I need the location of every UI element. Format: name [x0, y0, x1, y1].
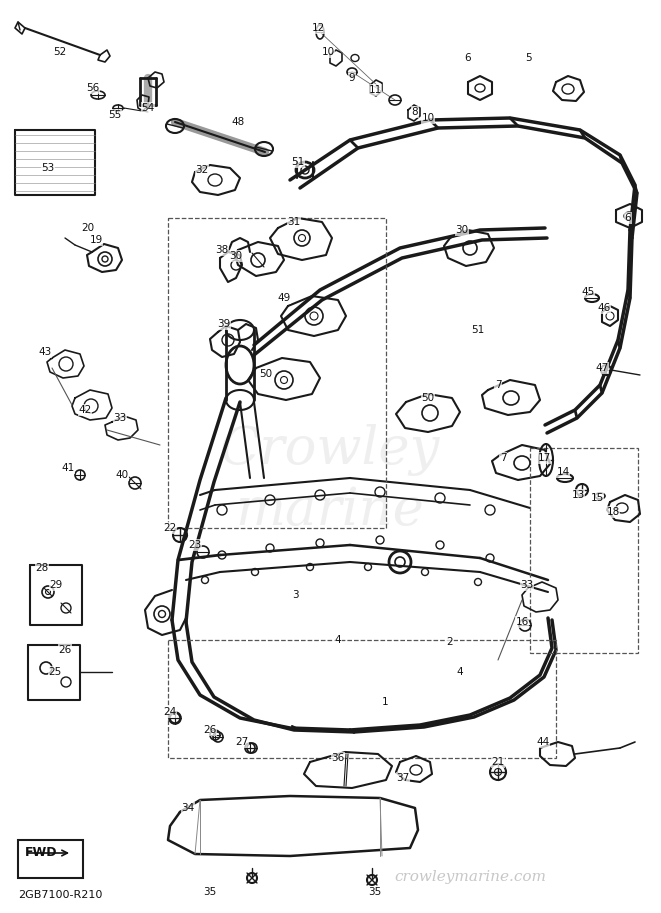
Text: 53: 53 [42, 163, 55, 173]
Text: 30: 30 [229, 251, 243, 261]
Text: 34: 34 [181, 803, 194, 813]
Text: 17: 17 [537, 453, 551, 463]
Bar [168, 218, 386, 528]
Text: 38: 38 [215, 245, 229, 255]
Text: 55: 55 [108, 110, 122, 120]
Text: 5: 5 [525, 53, 531, 63]
Text: 25: 25 [48, 667, 61, 677]
Text: 3: 3 [292, 590, 298, 600]
Text: 16: 16 [516, 617, 529, 627]
Text: 56: 56 [87, 83, 100, 93]
Text: 39: 39 [217, 319, 231, 329]
Text: 50: 50 [422, 393, 434, 403]
Bar [530, 448, 638, 653]
Text: 2: 2 [447, 637, 453, 647]
Text: 47: 47 [596, 363, 609, 373]
Text: 14: 14 [557, 467, 570, 477]
Text: 6: 6 [465, 53, 471, 63]
Text: 20: 20 [81, 223, 95, 233]
Text: 22: 22 [163, 523, 176, 533]
Text: 19: 19 [89, 235, 102, 245]
Text: 36: 36 [331, 753, 344, 763]
Text: 41: 41 [61, 463, 75, 473]
Text: 45: 45 [582, 287, 595, 297]
Text: 10: 10 [321, 47, 334, 57]
Text: 6: 6 [625, 213, 631, 223]
Text: 26: 26 [58, 645, 71, 655]
Text: 35: 35 [368, 887, 381, 897]
Text: 32: 32 [196, 165, 209, 175]
Text: 4: 4 [334, 635, 341, 645]
Text: 24: 24 [163, 707, 176, 717]
Text: 52: 52 [54, 47, 67, 57]
Text: 44: 44 [536, 737, 550, 747]
Text: 54: 54 [141, 103, 155, 113]
Text: Crowley
marine: Crowley marine [220, 425, 440, 536]
Text: 8: 8 [412, 107, 418, 117]
Text: 18: 18 [606, 507, 619, 517]
Text: 9: 9 [349, 73, 356, 83]
Text: 13: 13 [571, 490, 584, 500]
Text: 26: 26 [204, 725, 217, 735]
Text: 33: 33 [114, 413, 127, 423]
Text: 23: 23 [188, 540, 202, 550]
Text: 43: 43 [38, 347, 52, 357]
Text: 12: 12 [311, 23, 325, 33]
Text: 1: 1 [381, 697, 388, 707]
Text: 40: 40 [116, 470, 128, 480]
Text: 42: 42 [79, 405, 92, 415]
Text: 49: 49 [278, 293, 291, 303]
Text: 21: 21 [491, 757, 504, 767]
Text: 51: 51 [292, 157, 305, 167]
Text: 4: 4 [457, 667, 463, 677]
Text: 50: 50 [259, 369, 272, 379]
Text: FWD: FWD [25, 846, 58, 859]
Text: 27: 27 [235, 737, 249, 747]
Text: 31: 31 [288, 217, 301, 227]
Text: 11: 11 [368, 85, 381, 95]
Text: 28: 28 [36, 563, 49, 573]
Text: 51: 51 [471, 325, 485, 335]
Text: 46: 46 [598, 303, 611, 313]
Text: 10: 10 [422, 113, 434, 123]
Text: 7: 7 [494, 380, 501, 390]
Text: 2GB7100-R210: 2GB7100-R210 [18, 890, 102, 900]
Text: 29: 29 [50, 580, 63, 590]
Text: 48: 48 [231, 117, 245, 127]
Text: 35: 35 [204, 887, 217, 897]
Text: 7: 7 [500, 453, 506, 463]
Text: 33: 33 [520, 580, 533, 590]
Text: crowleymarine.com: crowleymarine.com [394, 870, 546, 884]
Text: 30: 30 [455, 225, 469, 235]
Text: 15: 15 [590, 493, 603, 503]
Bar [168, 640, 556, 758]
Text: 37: 37 [397, 773, 410, 783]
Bar [18, 840, 83, 878]
